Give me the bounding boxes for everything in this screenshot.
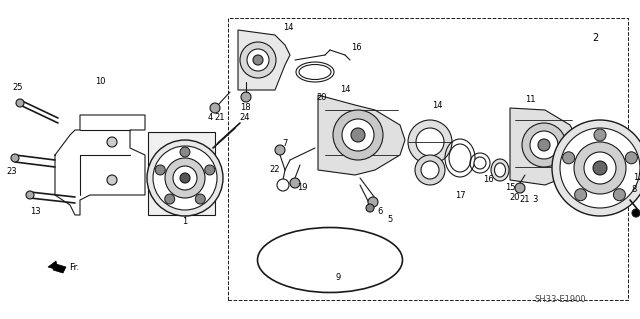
Circle shape bbox=[290, 178, 300, 188]
Circle shape bbox=[16, 99, 24, 107]
Circle shape bbox=[153, 146, 217, 210]
Text: SH33-E1900: SH33-E1900 bbox=[534, 295, 586, 305]
Text: 12: 12 bbox=[633, 174, 640, 182]
Text: 15: 15 bbox=[505, 183, 515, 192]
Ellipse shape bbox=[449, 144, 471, 172]
Circle shape bbox=[474, 157, 486, 169]
Text: 6: 6 bbox=[378, 207, 383, 217]
Polygon shape bbox=[53, 264, 66, 273]
Circle shape bbox=[253, 55, 263, 65]
Polygon shape bbox=[238, 30, 290, 90]
Circle shape bbox=[421, 161, 439, 179]
Circle shape bbox=[241, 92, 251, 102]
Polygon shape bbox=[318, 95, 405, 175]
Text: 1: 1 bbox=[182, 218, 188, 226]
Circle shape bbox=[195, 194, 205, 204]
Ellipse shape bbox=[495, 163, 506, 177]
Text: 21: 21 bbox=[215, 114, 225, 122]
Circle shape bbox=[594, 129, 606, 141]
Circle shape bbox=[205, 165, 215, 175]
Circle shape bbox=[333, 110, 383, 160]
Circle shape bbox=[107, 137, 117, 147]
Text: 2: 2 bbox=[592, 33, 598, 43]
Circle shape bbox=[247, 49, 269, 71]
Circle shape bbox=[416, 128, 444, 156]
Circle shape bbox=[275, 145, 285, 155]
Circle shape bbox=[415, 155, 445, 185]
Text: 7: 7 bbox=[282, 138, 288, 147]
Polygon shape bbox=[148, 132, 215, 215]
Text: 13: 13 bbox=[29, 207, 40, 217]
Text: 14: 14 bbox=[283, 24, 293, 33]
Circle shape bbox=[173, 166, 197, 190]
Circle shape bbox=[515, 183, 525, 193]
Circle shape bbox=[368, 197, 378, 207]
Text: 5: 5 bbox=[387, 216, 392, 225]
Circle shape bbox=[277, 179, 289, 191]
Circle shape bbox=[593, 161, 607, 175]
Text: 10: 10 bbox=[95, 78, 105, 86]
Circle shape bbox=[147, 140, 223, 216]
Circle shape bbox=[26, 191, 34, 199]
Text: 18: 18 bbox=[240, 103, 250, 113]
Circle shape bbox=[522, 123, 566, 167]
Circle shape bbox=[165, 158, 205, 198]
Circle shape bbox=[538, 139, 550, 151]
Circle shape bbox=[560, 128, 640, 208]
Text: 19: 19 bbox=[297, 183, 307, 192]
Circle shape bbox=[156, 165, 165, 175]
Circle shape bbox=[210, 103, 220, 113]
Circle shape bbox=[575, 189, 587, 201]
Circle shape bbox=[240, 42, 276, 78]
Text: 14: 14 bbox=[340, 85, 350, 94]
Circle shape bbox=[366, 204, 374, 212]
Text: 22: 22 bbox=[269, 166, 280, 174]
Circle shape bbox=[180, 173, 190, 183]
Circle shape bbox=[342, 119, 374, 151]
Circle shape bbox=[351, 128, 365, 142]
Text: 23: 23 bbox=[6, 167, 17, 176]
Text: 4: 4 bbox=[207, 114, 212, 122]
Polygon shape bbox=[48, 261, 58, 270]
Text: 14: 14 bbox=[432, 100, 442, 109]
Text: 17: 17 bbox=[454, 190, 465, 199]
Circle shape bbox=[613, 189, 625, 201]
Ellipse shape bbox=[491, 159, 509, 181]
Ellipse shape bbox=[299, 64, 331, 79]
Circle shape bbox=[11, 154, 19, 162]
Text: 21: 21 bbox=[520, 196, 531, 204]
Circle shape bbox=[552, 120, 640, 216]
Text: 16: 16 bbox=[483, 175, 493, 184]
Circle shape bbox=[180, 147, 190, 157]
Circle shape bbox=[107, 175, 117, 185]
Text: 11: 11 bbox=[525, 95, 535, 105]
Circle shape bbox=[584, 152, 616, 184]
Text: 16: 16 bbox=[351, 43, 362, 53]
Circle shape bbox=[164, 194, 175, 204]
Text: 20: 20 bbox=[317, 93, 327, 101]
Polygon shape bbox=[510, 108, 578, 185]
Text: 8: 8 bbox=[631, 186, 637, 195]
Text: 25: 25 bbox=[13, 84, 23, 93]
Circle shape bbox=[632, 209, 640, 217]
Text: 24: 24 bbox=[240, 114, 250, 122]
Text: 9: 9 bbox=[335, 273, 340, 283]
Circle shape bbox=[563, 152, 575, 164]
Circle shape bbox=[625, 152, 637, 164]
Text: Fr.: Fr. bbox=[69, 263, 79, 272]
Circle shape bbox=[530, 131, 558, 159]
Circle shape bbox=[574, 142, 626, 194]
Circle shape bbox=[408, 120, 452, 164]
Text: 20: 20 bbox=[509, 192, 520, 202]
Text: 3: 3 bbox=[532, 196, 538, 204]
